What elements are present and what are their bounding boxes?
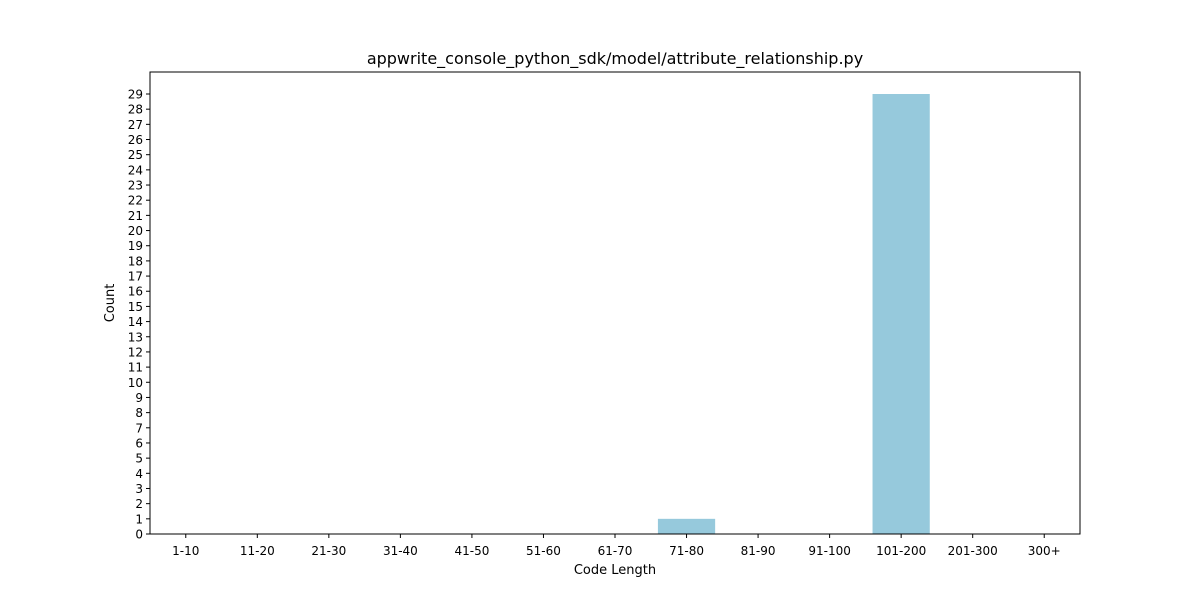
x-tick-label: 91-100: [808, 544, 851, 558]
y-axis-label: Count: [103, 284, 118, 323]
x-tick-label: 101-200: [876, 544, 926, 558]
x-tick-label: 61-70: [598, 544, 633, 558]
y-tick-label: 1: [135, 512, 143, 526]
x-tick-label: 21-30: [311, 544, 346, 558]
y-tick-label: 27: [128, 118, 143, 132]
y-tick-label: 12: [128, 345, 143, 359]
x-tick-label: 51-60: [526, 544, 561, 558]
y-tick-label: 7: [135, 421, 143, 435]
y-tick-label: 2: [135, 497, 143, 511]
x-tick-label: 11-20: [240, 544, 275, 558]
bar-group: [657, 94, 930, 534]
y-tick-label: 26: [128, 133, 143, 147]
y-tick-label: 8: [135, 406, 143, 420]
y-tick-label: 20: [128, 224, 143, 238]
y-tick-label: 9: [135, 391, 143, 405]
y-tick-label: 21: [128, 209, 143, 223]
x-axis-label: Code Length: [574, 563, 656, 578]
y-tick-label: 4: [135, 467, 143, 481]
y-tick-label: 11: [128, 361, 143, 375]
y-tick-label: 25: [128, 148, 143, 162]
y-tick-label: 24: [128, 163, 143, 177]
y-tick-label: 19: [128, 239, 143, 253]
y-tick-label: 29: [128, 88, 143, 102]
y-tick-label: 13: [128, 330, 143, 344]
x-tick-label: 81-90: [741, 544, 776, 558]
y-tick-label: 15: [128, 300, 143, 314]
x-tick-label: 71-80: [669, 544, 704, 558]
y-tick-label: 23: [128, 179, 143, 193]
y-tick-label: 18: [128, 254, 143, 268]
y-tick-label: 17: [128, 270, 143, 284]
chart-title: appwrite_console_python_sdk/model/attrib…: [367, 49, 863, 69]
y-tick-label: 14: [128, 315, 143, 329]
y-tick-label: 6: [135, 436, 143, 450]
x-tick-label: 31-40: [383, 544, 418, 558]
y-tick-label: 0: [135, 528, 143, 542]
y-tick-label: 3: [135, 482, 143, 496]
y-tick-label: 22: [128, 194, 143, 208]
y-tick-label: 5: [135, 452, 143, 466]
y-axis: 0123456789101112131415161718192021222324…: [128, 88, 150, 542]
x-tick-label: 300+: [1028, 544, 1061, 558]
y-tick-label: 10: [128, 376, 143, 390]
x-tick-label: 1-10: [172, 544, 199, 558]
y-tick-label: 16: [128, 285, 143, 299]
y-tick-label: 28: [128, 103, 143, 117]
bar-71-80: [657, 518, 716, 534]
x-axis: 1-10 11-20 21-30 31-40 41-50 51-60 61-70 71-80 8…: [172, 534, 1061, 558]
x-tick-label: 41-50: [454, 544, 489, 558]
x-tick-label: 201-300: [948, 544, 998, 558]
bar-101-200: [872, 94, 930, 534]
